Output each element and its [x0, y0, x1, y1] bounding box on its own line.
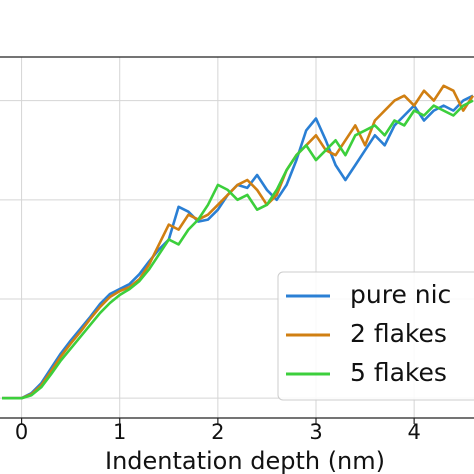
legend-label: pure nic [350, 280, 451, 309]
legend: pure nic 2 flakes 5 flakes [277, 271, 474, 401]
x-tick-label: 2 [211, 420, 224, 444]
legend-label: 2 flakes [350, 319, 447, 348]
x-tick-label: 4 [407, 420, 420, 444]
plot-area [2, 84, 474, 400]
x-axis-label: Indentation depth (nm) [105, 447, 385, 474]
legend-box [277, 271, 474, 401]
legend-label: 5 flakes [350, 358, 447, 387]
series-line [2, 99, 474, 400]
x-tick-label: 3 [309, 420, 322, 444]
x-tick-label: 0 [15, 420, 28, 444]
x-tick-label: 1 [113, 420, 126, 444]
series-line [2, 84, 474, 400]
axes: 0 1 2 3 4 [15, 418, 421, 444]
